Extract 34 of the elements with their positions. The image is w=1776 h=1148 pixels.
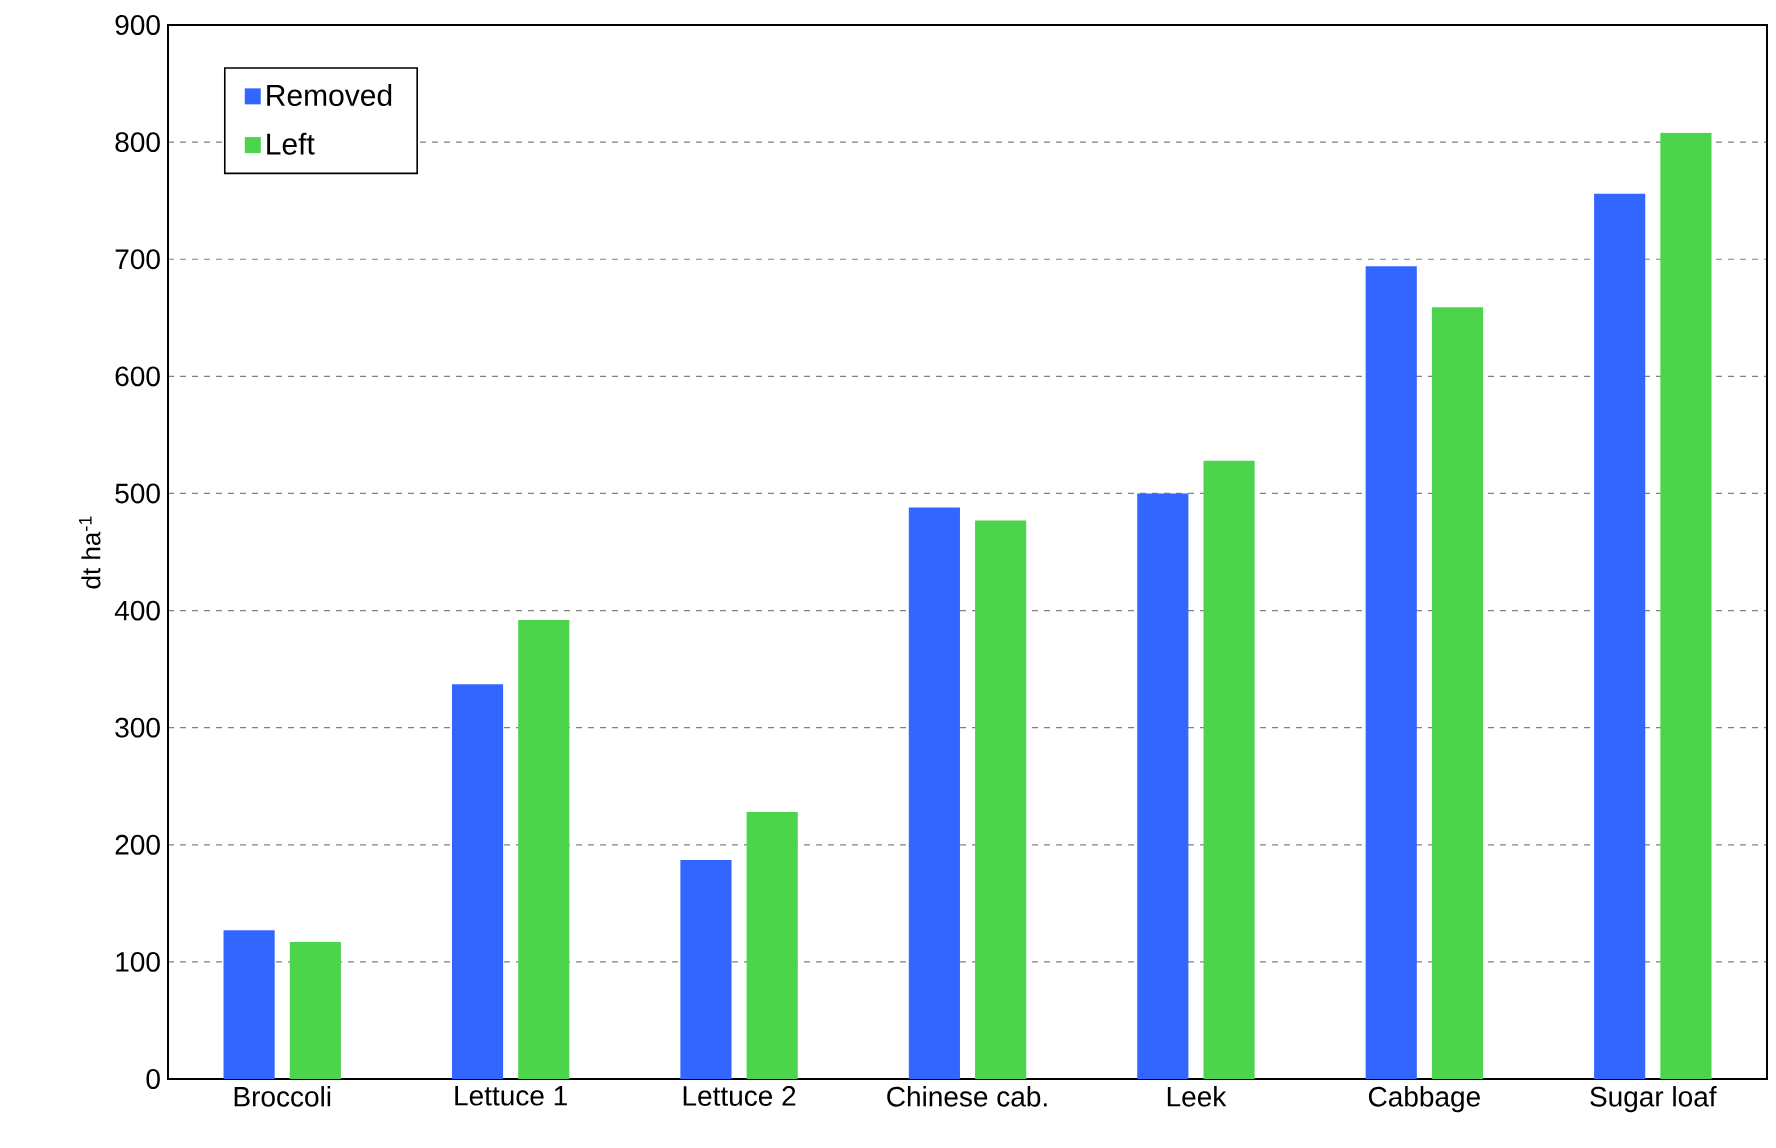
bar: [1203, 460, 1255, 1079]
y-tick-label: 500: [115, 483, 160, 504]
x-tick-label: Leek: [1167, 1086, 1227, 1107]
y-tick-label: 700: [115, 249, 160, 270]
y-tick-label: 900: [115, 15, 160, 35]
x-tick-label: Cabbage: [1368, 1086, 1480, 1113]
y-tick-label: 600: [115, 366, 160, 387]
bar: [1431, 307, 1484, 1079]
y-tick-label: 300: [115, 717, 160, 738]
bar: [1365, 266, 1417, 1079]
bar: [975, 520, 1027, 1079]
y-tick-label: 100: [116, 951, 160, 972]
x-tick-label: Lettuce 1: [455, 1086, 567, 1106]
bar: [518, 619, 570, 1079]
y-tick-label: 200: [115, 834, 160, 855]
y-axis-title: dt ha$^{-1}$: [79, 516, 101, 589]
x-tick-label: Lettuce 2: [683, 1086, 796, 1106]
bar: [680, 860, 732, 1079]
legend-label: Removed: [267, 83, 392, 106]
x-tick-label: Broccoli: [234, 1086, 331, 1107]
bar: [223, 930, 275, 1079]
y-tick-label: 800: [115, 132, 160, 153]
bar: [289, 941, 341, 1079]
bar: [908, 507, 960, 1079]
bar: [746, 811, 798, 1079]
x-tick-label: Sugar loaf: [1590, 1086, 1717, 1113]
bar: [451, 684, 504, 1079]
x-tick-label: Chinese cab.: [887, 1086, 1047, 1107]
bar: [1594, 193, 1646, 1079]
y-tick-label: 0: [146, 1069, 160, 1089]
y-tick-label: 400: [114, 600, 160, 621]
legend-label: Left: [267, 132, 315, 155]
bar: [1137, 493, 1189, 1079]
bar: [1660, 132, 1712, 1079]
